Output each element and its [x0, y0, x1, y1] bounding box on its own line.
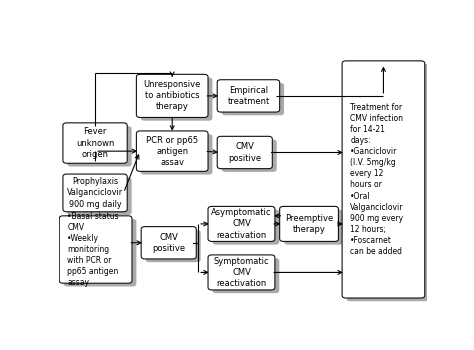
FancyBboxPatch shape [64, 219, 137, 286]
FancyBboxPatch shape [63, 174, 127, 212]
FancyBboxPatch shape [146, 230, 201, 262]
Text: Prophylaxis
Valganciclovir
900 mg daily: Prophylaxis Valganciclovir 900 mg daily [67, 177, 123, 209]
FancyBboxPatch shape [222, 83, 284, 115]
Text: PCR or pp65
antigen
assav: PCR or pp65 antigen assav [146, 135, 198, 167]
Text: •Basal status
CMV
•Weekly
monitoring
with PCR or
pp65 antigen
assay: •Basal status CMV •Weekly monitoring wit… [67, 212, 119, 287]
Text: Asymptomatic
CMV
reactivation: Asymptomatic CMV reactivation [211, 208, 272, 239]
FancyBboxPatch shape [208, 206, 275, 242]
FancyBboxPatch shape [346, 64, 429, 301]
Text: Preemptive
therapy: Preemptive therapy [285, 214, 333, 234]
FancyBboxPatch shape [137, 131, 208, 172]
Text: Treatment for
CMV infection
for 14-21
days:
•Ganciclovir
(I.V. 5mg/kg
every 12
h: Treatment for CMV infection for 14-21 da… [350, 103, 404, 256]
Text: Empirical
treatment: Empirical treatment [228, 86, 270, 106]
FancyBboxPatch shape [284, 210, 343, 245]
Text: CMV
positive: CMV positive [152, 233, 185, 253]
FancyBboxPatch shape [137, 74, 208, 118]
FancyBboxPatch shape [222, 140, 277, 172]
FancyBboxPatch shape [342, 61, 425, 298]
FancyBboxPatch shape [59, 216, 132, 283]
FancyBboxPatch shape [217, 80, 280, 112]
FancyBboxPatch shape [67, 126, 132, 167]
FancyBboxPatch shape [280, 206, 338, 242]
FancyBboxPatch shape [212, 258, 279, 293]
Text: Fever
unknown
origen: Fever unknown origen [76, 127, 114, 159]
FancyBboxPatch shape [208, 255, 275, 290]
FancyBboxPatch shape [141, 78, 212, 121]
Text: CMV
positive: CMV positive [228, 142, 261, 162]
Text: Unresponsive
to antibiotics
therapy: Unresponsive to antibiotics therapy [144, 80, 201, 112]
Text: Symptomatic
CMV
reactivation: Symptomatic CMV reactivation [214, 257, 269, 288]
FancyBboxPatch shape [67, 177, 132, 215]
FancyBboxPatch shape [217, 136, 272, 169]
FancyBboxPatch shape [141, 226, 196, 259]
FancyBboxPatch shape [141, 134, 212, 175]
FancyBboxPatch shape [212, 210, 279, 245]
FancyBboxPatch shape [63, 123, 127, 163]
